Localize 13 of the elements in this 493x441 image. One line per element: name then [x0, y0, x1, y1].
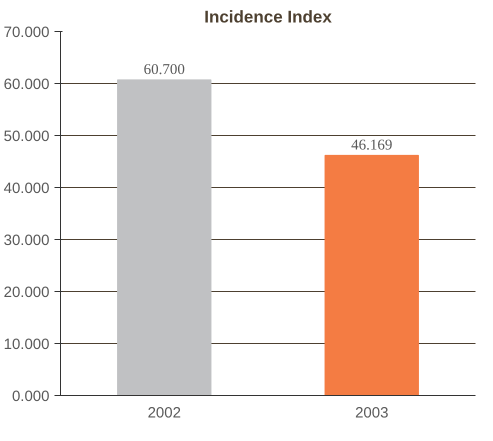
data-label: 60.700 — [144, 62, 185, 78]
y-tick-label: 70.000 — [4, 24, 50, 41]
data-label: 46.169 — [351, 137, 392, 154]
chart-title: Incidence Index — [204, 8, 332, 26]
y-tick-label: 20.000 — [4, 284, 50, 301]
y-tick-label: 40.000 — [4, 180, 50, 197]
y-tick-label: 60.000 — [4, 76, 50, 93]
y-tick-label: 0.000 — [12, 388, 50, 405]
x-tick-label: 2002 — [148, 404, 181, 422]
x-tick-label: 2003 — [355, 404, 388, 422]
y-tick-label: 30.000 — [4, 232, 50, 249]
y-tick-label: 10.000 — [4, 336, 50, 353]
y-tick-label: 50.000 — [4, 128, 50, 145]
